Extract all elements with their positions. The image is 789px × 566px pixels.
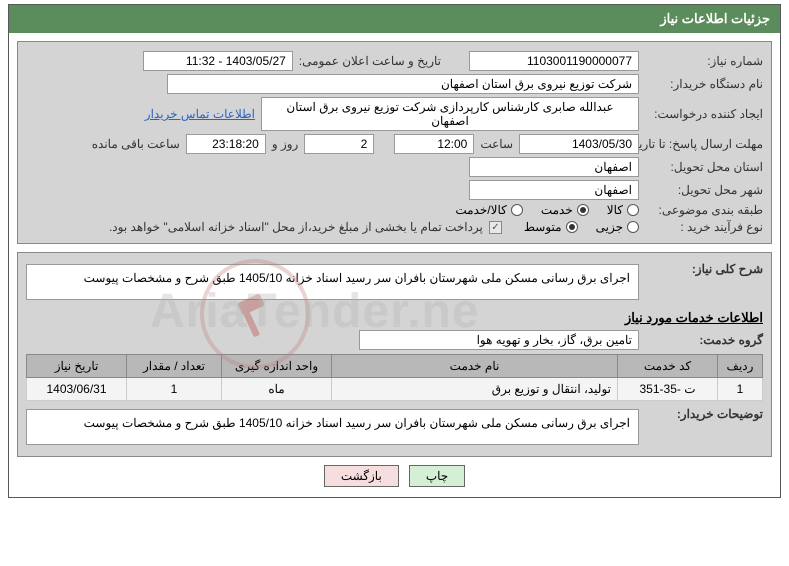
table-row: 1 ت -35-351 تولید، انتقال و توزیع برق ما… <box>27 378 763 401</box>
radio-kala-khedmat[interactable]: کالا/خدمت <box>455 203 522 217</box>
details-panel: شماره نیاز: 1103001190000077 تاریخ و ساع… <box>17 41 772 244</box>
treasury-note: پرداخت تمام یا بخشی از مبلغ خرید،از محل … <box>109 220 483 234</box>
row-process-type: نوع فرآیند خرید : جزیی متوسط ✓ پرداخت تم… <box>26 220 763 234</box>
radio-jozi[interactable]: جزیی <box>596 220 639 234</box>
field-buyer: شرکت توزیع نیروی برق استان اصفهان <box>167 74 639 94</box>
field-city: اصفهان <box>469 180 639 200</box>
td-qty: 1 <box>127 378 222 401</box>
table-header-row: ردیف کد خدمت نام خدمت واحد اندازه گیری ت… <box>27 355 763 378</box>
field-buyer-notes: اجرای برق رسانی مسکن ملی شهرستان بافران … <box>26 409 639 445</box>
td-row: 1 <box>718 378 763 401</box>
panel-title: جزئیات اطلاعات نیاز <box>9 5 780 33</box>
label-days-and: روز و <box>272 137 299 151</box>
process-radios: جزیی متوسط <box>524 220 639 234</box>
radio-khedmat[interactable]: خدمت <box>541 203 589 217</box>
treasury-checkbox[interactable]: ✓ <box>489 221 502 234</box>
radio-dot-icon <box>577 204 589 216</box>
th-date: تاریخ نیاز <box>27 355 127 378</box>
field-announce-datetime: 1403/05/27 - 11:32 <box>143 51 293 71</box>
label-time-word: ساعت <box>480 137 513 151</box>
field-service-group: تامین برق، گاز، بخار و تهویه هوا <box>359 330 639 350</box>
radio-dot-icon <box>566 221 578 233</box>
label-city: شهر محل تحویل: <box>645 183 763 197</box>
row-deadline: مهلت ارسال پاسخ: تا تاریخ: 1403/05/30 سا… <box>26 134 763 154</box>
radio-jozi-label: جزیی <box>596 220 623 234</box>
td-unit: ماه <box>222 378 332 401</box>
field-countdown: 23:18:20 <box>186 134 266 154</box>
td-name: تولید، انتقال و توزیع برق <box>332 378 618 401</box>
td-code: ت -35-351 <box>618 378 718 401</box>
description-panel: شرح کلی نیاز: اجرای برق رسانی مسکن ملی ش… <box>17 252 772 457</box>
label-classification: طبقه بندی موضوعی: <box>645 203 763 217</box>
th-unit: واحد اندازه گیری <box>222 355 332 378</box>
row-requester: ایجاد کننده درخواست: عبدالله صابری کارشن… <box>26 97 763 131</box>
field-description: اجرای برق رسانی مسکن ملی شهرستان بافران … <box>26 264 639 300</box>
section-services-info: اطلاعات خدمات مورد نیاز <box>26 310 763 326</box>
row-need-number: شماره نیاز: 1103001190000077 تاریخ و ساع… <box>26 51 763 71</box>
field-province: اصفهان <box>469 157 639 177</box>
row-description: شرح کلی نیاز: اجرای برق رسانی مسکن ملی ش… <box>26 262 763 302</box>
classification-radios: کالا خدمت کالا/خدمت <box>455 203 639 217</box>
field-need-number: 1103001190000077 <box>469 51 639 71</box>
buyer-contact-link[interactable]: اطلاعات تماس خریدار <box>145 107 255 121</box>
print-button[interactable]: چاپ <box>409 465 465 487</box>
services-table: ردیف کد خدمت نام خدمت واحد اندازه گیری ت… <box>26 354 763 401</box>
radio-kala-khedmat-label: کالا/خدمت <box>455 203 506 217</box>
radio-dot-icon <box>627 204 639 216</box>
field-days-remaining: 2 <box>304 134 374 154</box>
radio-kala[interactable]: کالا <box>607 203 639 217</box>
label-requester: ایجاد کننده درخواست: <box>645 107 763 121</box>
radio-motevaset-label: متوسط <box>524 220 562 234</box>
label-need-number: شماره نیاز: <box>645 54 763 68</box>
field-deadline-date: 1403/05/30 <box>519 134 639 154</box>
label-process-type: نوع فرآیند خرید : <box>645 220 763 234</box>
label-announce-datetime: تاریخ و ساعت اعلان عمومی: <box>299 54 441 68</box>
row-service-group: گروه خدمت: تامین برق، گاز، بخار و تهویه … <box>26 330 763 350</box>
radio-motevaset[interactable]: متوسط <box>524 220 578 234</box>
radio-kala-label: کالا <box>607 203 623 217</box>
field-requester: عبدالله صابری کارشناس کارپردازی شرکت توز… <box>261 97 639 131</box>
row-buyer: نام دستگاه خریدار: شرکت توزیع نیروی برق … <box>26 74 763 94</box>
field-deadline-time: 12:00 <box>394 134 474 154</box>
label-description: شرح کلی نیاز: <box>645 262 763 276</box>
radio-dot-icon <box>627 221 639 233</box>
label-remaining: ساعت باقی مانده <box>92 137 180 151</box>
th-code: کد خدمت <box>618 355 718 378</box>
back-button[interactable]: بازگشت <box>324 465 399 487</box>
label-province: استان محل تحویل: <box>645 160 763 174</box>
label-buyer-notes: توضیحات خریدار: <box>645 407 763 421</box>
th-row: ردیف <box>718 355 763 378</box>
row-province: استان محل تحویل: اصفهان <box>26 157 763 177</box>
main-panel: جزئیات اطلاعات نیاز شماره نیاز: 11030011… <box>8 4 781 498</box>
label-buyer: نام دستگاه خریدار: <box>645 77 763 91</box>
th-name: نام خدمت <box>332 355 618 378</box>
row-city: شهر محل تحویل: اصفهان <box>26 180 763 200</box>
td-date: 1403/06/31 <box>27 378 127 401</box>
label-deadline: مهلت ارسال پاسخ: تا تاریخ: <box>645 137 763 151</box>
action-buttons: چاپ بازگشت <box>9 465 780 487</box>
row-buyer-notes: توضیحات خریدار: اجرای برق رسانی مسکن ملی… <box>26 407 763 447</box>
radio-khedmat-label: خدمت <box>541 203 573 217</box>
row-classification: طبقه بندی موضوعی: کالا خدمت کالا/خدمت <box>26 203 763 217</box>
label-service-group: گروه خدمت: <box>645 333 763 347</box>
radio-dot-icon <box>511 204 523 216</box>
th-qty: تعداد / مقدار <box>127 355 222 378</box>
